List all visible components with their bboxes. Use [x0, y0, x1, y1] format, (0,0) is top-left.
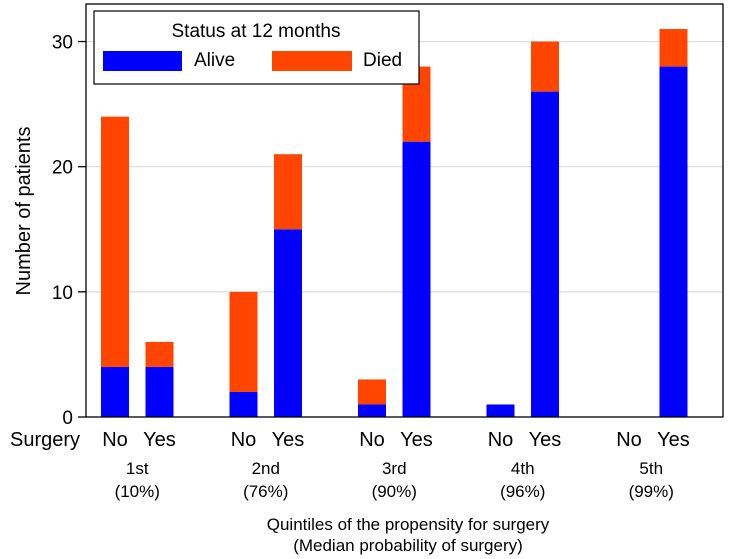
bar-alive	[101, 366, 129, 417]
quintile-label: 2nd	[252, 459, 280, 478]
surgery-label: Yes	[272, 429, 305, 451]
legend-swatch-died	[272, 51, 352, 71]
quintile-median-label: (76%)	[243, 482, 288, 501]
bar-died	[274, 154, 302, 230]
quintile-label: 3rd	[382, 459, 407, 478]
surgery-label: No	[488, 429, 514, 451]
bar-died	[358, 379, 386, 405]
surgery-label: No	[102, 429, 128, 451]
surgery-label: No	[359, 429, 385, 451]
bar-died	[659, 29, 688, 67]
surgery-row-label: Surgery	[10, 429, 80, 451]
surgery-label: Yes	[400, 429, 433, 451]
legend-swatch-alive	[103, 51, 182, 71]
bar-alive	[145, 366, 174, 417]
bar-alive	[229, 391, 258, 417]
bar-died	[531, 41, 559, 92]
x-axis-title: Quintiles of the propensity for surgery	[267, 515, 550, 534]
legend: Status at 12 months Alive Died	[93, 10, 420, 85]
x-axis-labels: No Yes 1st (10%) No Yes 2nd (76%) No Yes 3rd (90%) N…	[102, 429, 690, 501]
x-axis-subtitle: (Median probability of surgery)	[293, 536, 523, 555]
bar-alive	[402, 141, 431, 417]
legend-title: Status at 12 months	[172, 21, 341, 42]
legend-label-alive: Alive	[194, 50, 235, 71]
bar-died	[101, 116, 129, 367]
bar-alive	[274, 229, 302, 417]
surgery-label: Yes	[657, 429, 690, 451]
bar-died	[229, 291, 258, 392]
quintile-median-label: (99%)	[629, 482, 674, 501]
quintile-median-label: (90%)	[372, 482, 417, 501]
quintile-label: 1st	[126, 459, 149, 478]
axes: 0 10 20 30	[52, 33, 86, 429]
bar-alive	[358, 404, 386, 417]
y-axis-label: Number of patients	[13, 127, 35, 296]
legend-box	[93, 10, 420, 85]
bar-alive	[659, 66, 688, 418]
y-tick-label: 30	[52, 33, 73, 54]
surgery-label: No	[231, 429, 257, 451]
surgery-label: Yes	[529, 429, 562, 451]
y-tick-label: 20	[52, 158, 73, 179]
y-tick-label: 0	[62, 408, 73, 429]
quintile-median-label: (96%)	[500, 482, 545, 501]
quintile-median-label: (10%)	[115, 482, 160, 501]
surgery-label: Yes	[143, 429, 176, 451]
bar-died	[145, 341, 174, 367]
quintile-label: 4th	[511, 459, 535, 478]
bar-alive	[531, 91, 559, 417]
bars	[101, 29, 688, 418]
surgery-label: No	[616, 429, 642, 451]
bar-alive	[486, 404, 515, 417]
plot-frame	[85, 3, 724, 418]
quintile-label: 5th	[639, 459, 663, 478]
legend-label-died: Died	[363, 50, 402, 71]
y-tick-label: 10	[52, 283, 73, 304]
